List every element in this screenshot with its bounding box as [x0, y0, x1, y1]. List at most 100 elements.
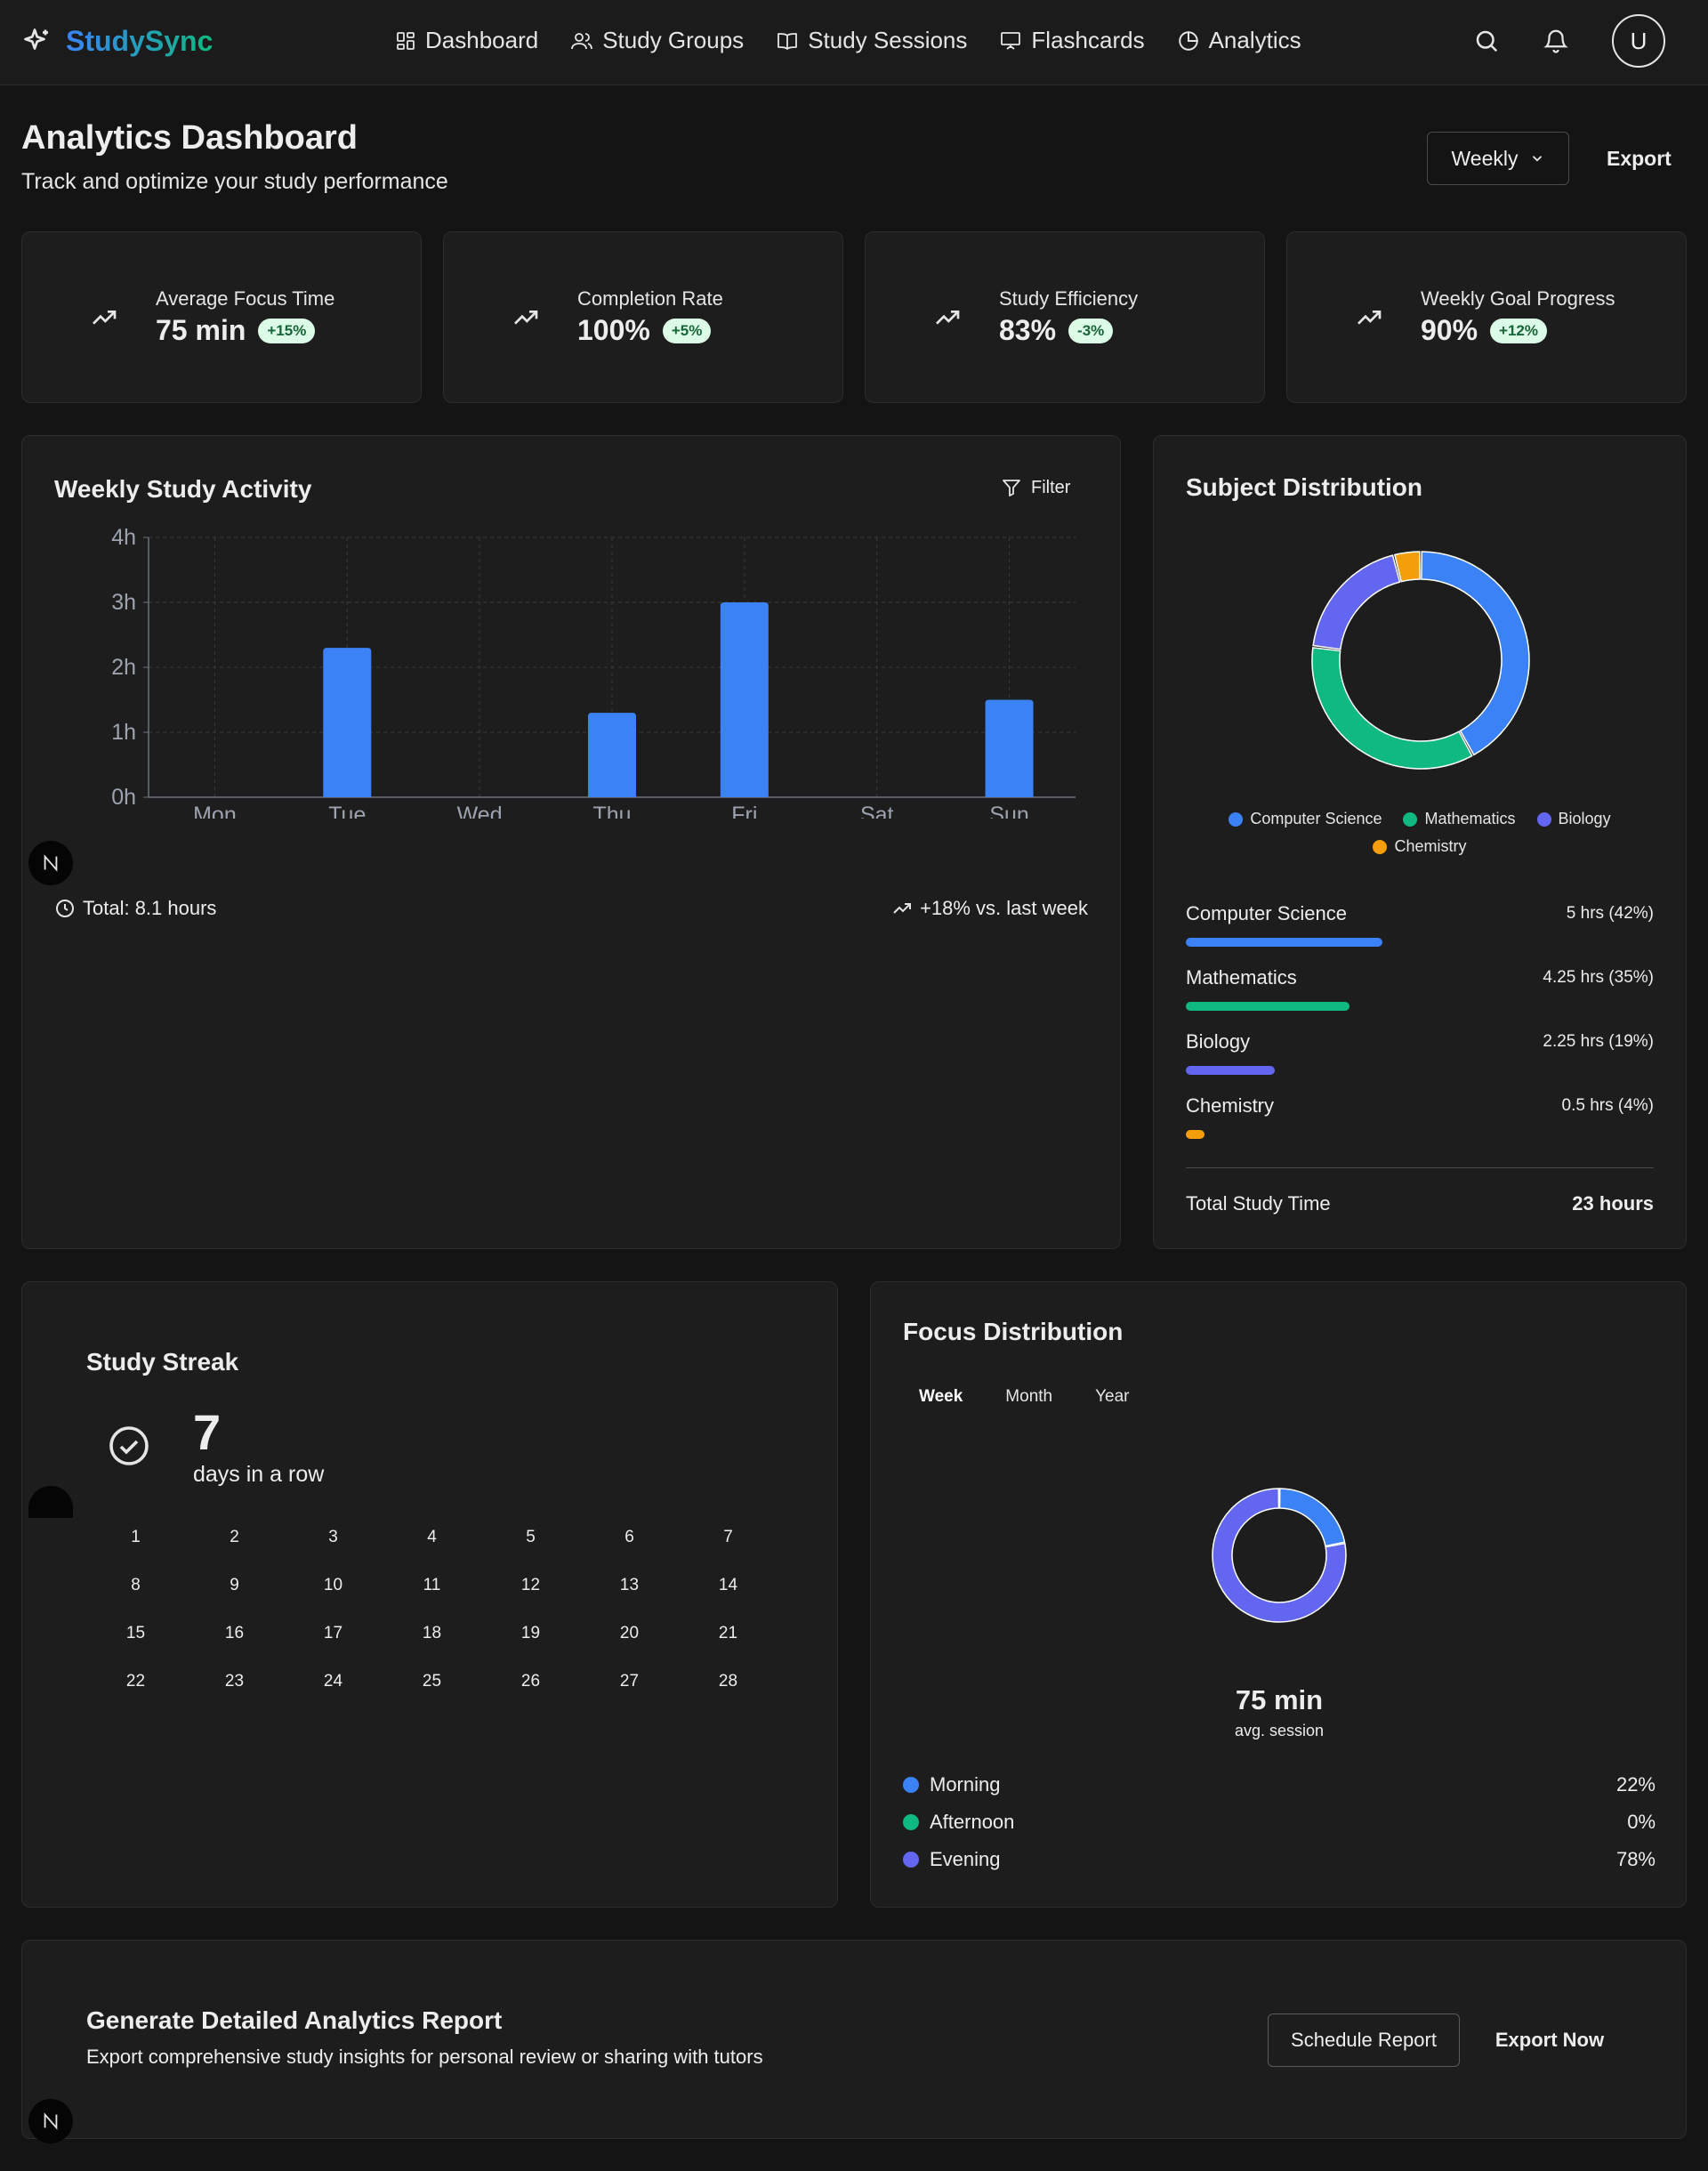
weekly-trend: +18% vs. last week	[891, 897, 1088, 920]
schedule-report-button[interactable]: Schedule Report	[1268, 2014, 1460, 2067]
subject-value: 0.5 hrs (4%)	[1561, 1096, 1654, 1115]
weekly-activity-title: Weekly Study Activity	[54, 475, 312, 503]
dev-indicator-button[interactable]	[28, 841, 73, 885]
legend-item-biology: Biology	[1536, 810, 1611, 828]
brand-logo[interactable]: StudySync	[21, 25, 213, 58]
total-study-time-value: 23 hours	[1572, 1192, 1654, 1215]
calendar-day[interactable]: 23	[224, 1672, 245, 1691]
calendar-day[interactable]: 2	[230, 1528, 239, 1546]
slice-evening[interactable]	[1212, 1488, 1347, 1623]
stat-value-group: 75 min +15%	[156, 314, 316, 347]
check-circle-icon	[109, 1426, 149, 1465]
legend-dot	[903, 1777, 919, 1793]
tab-week[interactable]: Week	[919, 1387, 963, 1406]
export-now-button[interactable]: Export Now	[1494, 2029, 1605, 2051]
slice-mathematics[interactable]	[1311, 647, 1473, 770]
calendar-day[interactable]: 18	[422, 1624, 442, 1642]
nav-dashboard[interactable]: Dashboard	[395, 27, 538, 54]
legend-label: Computer Science	[1250, 810, 1382, 827]
user-avatar[interactable]: U	[1612, 14, 1665, 68]
legend-dot	[1536, 811, 1551, 827]
bar-thu[interactable]	[588, 713, 636, 797]
calendar-day[interactable]: 22	[125, 1672, 146, 1691]
streak-calendar: 1 2 3 4 5 6 7 8 9 10 11 12 13 14 15 16 17 18 19 20 21 22 23 24 2…	[86, 1528, 777, 1693]
subject-distribution-title: Subject Distribution	[1186, 473, 1422, 501]
calendar-day[interactable]: 8	[131, 1576, 141, 1594]
slice-morning[interactable]	[1278, 1488, 1346, 1547]
nav-flashcards[interactable]: Flashcards	[999, 27, 1145, 54]
book-icon	[777, 32, 798, 50]
focus-label: Morning	[930, 1773, 1001, 1796]
slice-computer-science[interactable]	[1421, 551, 1530, 756]
slice-chemistry[interactable]	[1393, 551, 1421, 583]
calendar-day[interactable]: 17	[323, 1624, 343, 1642]
x-tick-label: Thu	[592, 803, 631, 819]
calendar-day[interactable]: 10	[323, 1576, 343, 1594]
calendar-day[interactable]: 19	[520, 1624, 541, 1642]
stat-value: 83%	[999, 314, 1057, 346]
filter-button[interactable]: Filter	[1001, 477, 1070, 498]
tab-month[interactable]: Month	[1005, 1387, 1053, 1406]
subject-name: Biology	[1186, 1030, 1251, 1053]
trending-up-icon	[936, 311, 960, 325]
calendar-day[interactable]: 14	[718, 1576, 738, 1594]
legend-dot	[903, 1852, 919, 1868]
bar-fri[interactable]	[720, 602, 769, 797]
calendar-day[interactable]: 16	[224, 1624, 245, 1642]
calendar-day[interactable]: 9	[230, 1576, 239, 1594]
x-tick-label: Fri	[731, 803, 757, 819]
calendar-day[interactable]: 26	[520, 1672, 541, 1691]
subject-progress-bar	[1186, 1130, 1205, 1139]
calendar-day[interactable]: 4	[427, 1528, 437, 1546]
x-tick-label: Sun	[989, 803, 1028, 819]
nav-actions: U	[1473, 14, 1665, 68]
calendar-day[interactable]: 28	[718, 1672, 738, 1691]
calendar-day[interactable]: 13	[619, 1576, 640, 1594]
calendar-day[interactable]: 11	[423, 1576, 441, 1594]
legend-label: Mathematics	[1424, 810, 1516, 827]
focus-label: Afternoon	[930, 1811, 1015, 1833]
export-button[interactable]: Export	[1607, 146, 1672, 170]
sparkles-icon	[24, 28, 48, 50]
tab-year[interactable]: Year	[1095, 1387, 1130, 1406]
page-subtitle: Track and optimize your study performanc…	[21, 169, 448, 194]
calendar-day[interactable]: 15	[125, 1624, 146, 1642]
nav-study-sessions[interactable]: Study Sessions	[776, 27, 967, 54]
nav-study-groups[interactable]: Study Groups	[570, 27, 744, 54]
subject-value: 2.25 hrs (19%)	[1543, 1032, 1654, 1051]
subject-name: Computer Science	[1186, 902, 1347, 924]
stat-change-badge: +15%	[258, 318, 316, 343]
subject-progress-bar	[1186, 938, 1382, 947]
calendar-day[interactable]: 25	[422, 1672, 442, 1691]
calendar-day[interactable]: 3	[328, 1528, 338, 1546]
calendar-day[interactable]: 7	[723, 1528, 733, 1546]
weekly-trend-label: +18% vs. last week	[920, 897, 1088, 919]
calendar-day[interactable]: 5	[526, 1528, 536, 1546]
period-select[interactable]: Weekly	[1427, 132, 1569, 185]
bell-icon[interactable]	[1543, 28, 1569, 54]
bar-tue[interactable]	[323, 648, 372, 797]
calendar-day[interactable]: 6	[624, 1528, 634, 1546]
trending-up-icon	[1358, 311, 1382, 325]
calendar-day[interactable]: 27	[619, 1672, 640, 1691]
stat-card-weekly-goal: Weekly Goal Progress 90% +12%	[1286, 231, 1687, 403]
calendar-day[interactable]: 12	[520, 1576, 541, 1594]
bar-sun[interactable]	[985, 699, 1034, 798]
stat-change-badge: -3%	[1068, 318, 1114, 343]
calendar-day[interactable]: 21	[718, 1624, 738, 1642]
dev-indicator-button[interactable]	[28, 2099, 73, 2143]
legend-item-chemistry: Chemistry	[1373, 837, 1467, 856]
calendar-day[interactable]: 1	[131, 1528, 141, 1546]
total-study-time-label: Total Study Time	[1186, 1192, 1331, 1215]
stat-change-badge: +12%	[1490, 318, 1547, 343]
calendar-day[interactable]: 24	[323, 1672, 343, 1691]
subject-value: 4.25 hrs (35%)	[1543, 968, 1654, 987]
dev-indicator-button[interactable]	[28, 1486, 73, 1518]
focus-label: Evening	[930, 1848, 1001, 1870]
search-icon[interactable]	[1473, 28, 1500, 54]
stat-card-focus-time: Average Focus Time 75 min +15%	[21, 231, 422, 403]
slice-biology[interactable]	[1312, 554, 1401, 650]
nav-analytics[interactable]: Analytics	[1177, 27, 1301, 54]
report-description: Export comprehensive study insights for …	[86, 2046, 763, 2068]
calendar-day[interactable]: 20	[619, 1624, 640, 1642]
